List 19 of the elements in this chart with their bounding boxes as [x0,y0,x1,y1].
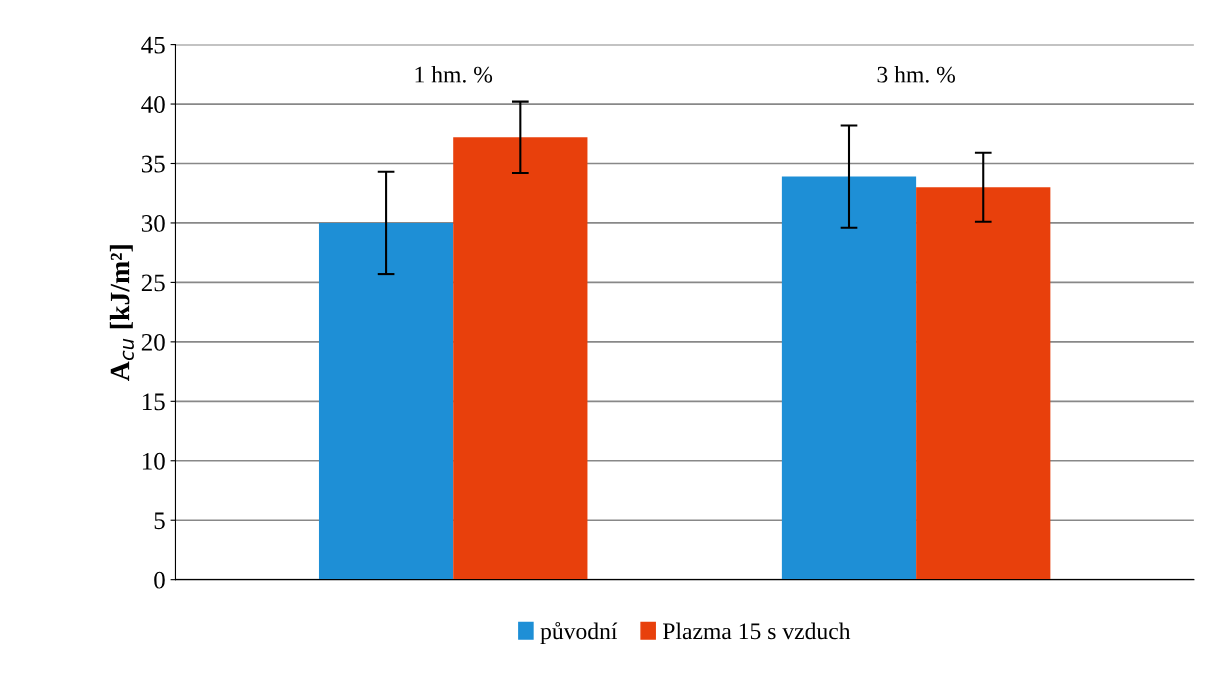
legend-label: Plazma 15 s vzduch [663,622,851,640]
bar [916,187,1051,580]
bar [453,137,588,580]
y-tick-label: 0 [154,571,165,589]
bar [318,222,454,580]
y-tick-label: 5 [154,512,165,530]
y-tick-label: 40 [141,96,165,113]
y-tick-label: 25 [141,274,165,292]
y-tick-label: 10 [142,452,165,470]
legend-label: původní [540,621,618,645]
x-tick-label: 1 hm. % [415,65,493,83]
y-tick-label: 45 [141,36,165,54]
y-axis-title: A$_{cu}$ [kJ/m²] [109,245,134,382]
y-tick-label: 15 [142,393,165,411]
y-tick-label: 30 [141,215,165,232]
x-tick-label: 3 hm. % [877,65,955,83]
y-tick-label: 20 [141,333,165,351]
bar [781,176,917,580]
y-tick-label: 35 [141,155,165,173]
